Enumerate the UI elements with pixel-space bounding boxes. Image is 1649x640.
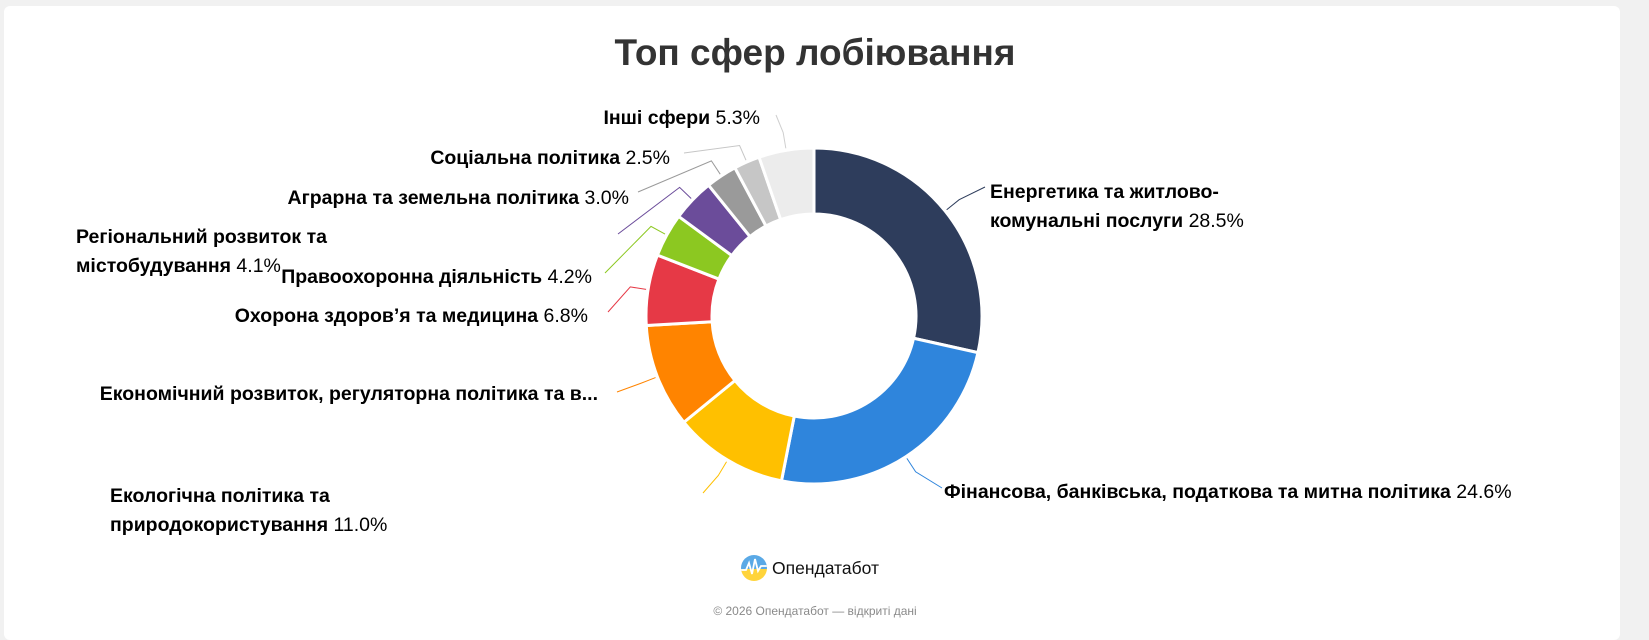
slice-label-0: Енергетика та житлово-комунальні послуги…	[990, 181, 1244, 232]
leader-line-2	[702, 461, 727, 494]
leader-line-9	[775, 114, 787, 149]
slice-9[interactable]	[757, 146, 816, 222]
brand-logo: Опендатабот	[740, 554, 879, 582]
slice-0[interactable]	[812, 146, 984, 355]
slice-label-5: Правоохоронна діяльність 4.2%	[281, 266, 592, 288]
leader-line-6	[617, 186, 692, 235]
leader-line-8	[683, 144, 747, 161]
chart-title: Топ сфер лобіювання	[614, 32, 1016, 73]
logo-text: Опендатабот	[772, 557, 879, 578]
opendatabot-logo-icon	[741, 555, 767, 581]
leader-line-4	[607, 286, 647, 313]
leader-line-0	[946, 186, 986, 211]
leader-line-5	[604, 225, 666, 274]
slice-label-1: Фінансова, банківська, податкова та митн…	[944, 481, 1512, 503]
slice-label-2: Екологічна політика та природокористуванн…	[110, 485, 388, 536]
slice-1[interactable]	[779, 336, 980, 486]
slice-label-4: Охорона здоров’я та медицина 6.8%	[234, 305, 588, 327]
slice-label-6: Регіональний розвиток та містобудування 4…	[76, 226, 327, 277]
slice-label-8: Соціальна політика 2.5%	[430, 147, 670, 169]
footer-copyright: © 2026 Опендатабот — відкриті дані	[713, 604, 917, 618]
slice-label-9: Інші сфери 5.3%	[603, 107, 760, 129]
leader-line-1	[906, 458, 943, 489]
slice-label-3: Економічний розвиток, регуляторна політи…	[99, 383, 598, 405]
leader-line-3	[616, 377, 656, 393]
chart-card	[4, 6, 1620, 640]
slice-label-7: Аграрна та земельна політика 3.0%	[287, 187, 629, 209]
leader-line-7	[637, 160, 721, 193]
